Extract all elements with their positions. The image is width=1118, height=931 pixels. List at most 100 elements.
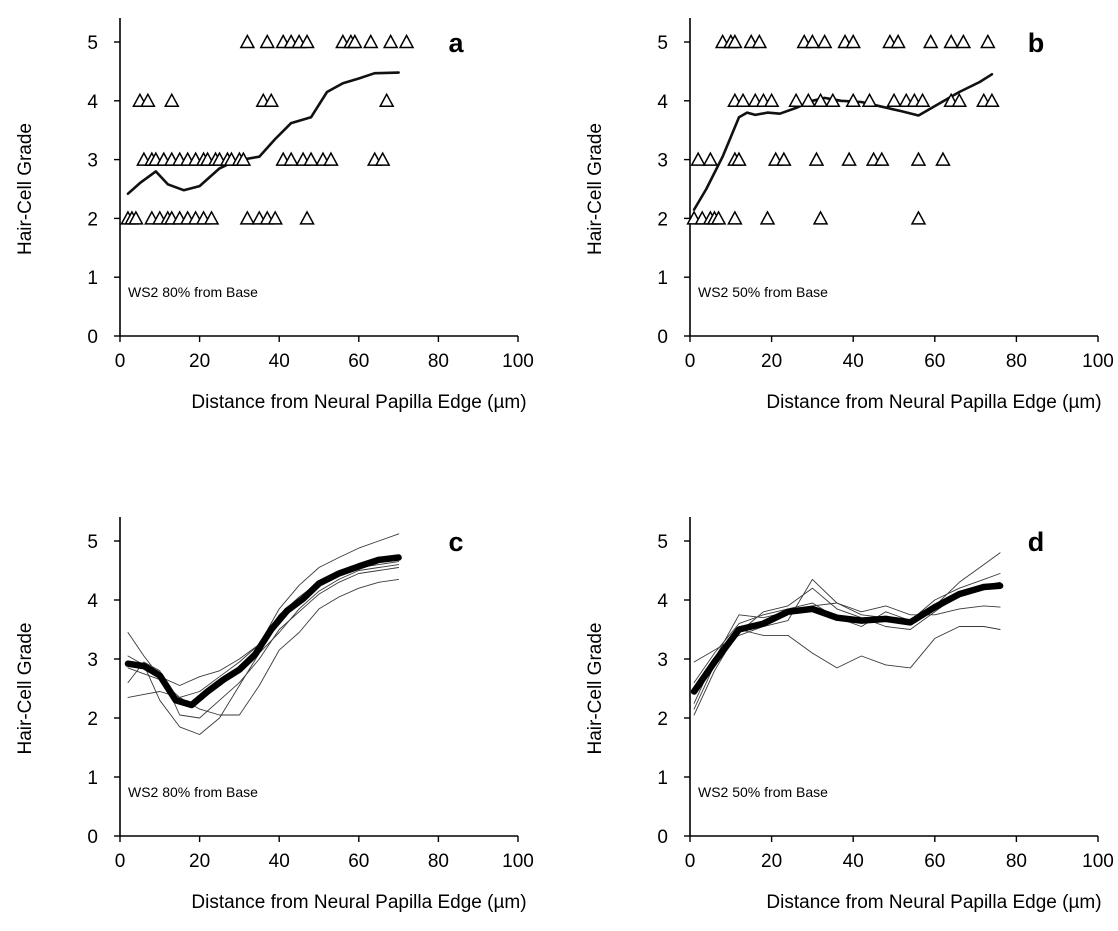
y-tick-label: 0 — [657, 327, 668, 348]
individual-line — [693, 602, 1001, 704]
data-point-triangle — [128, 210, 144, 225]
data-point-triangle — [788, 92, 804, 108]
data-point-triangle — [239, 210, 256, 225]
y-tick-label: 2 — [657, 209, 668, 230]
data-point-triangle — [163, 92, 180, 108]
panel-letter: a — [448, 28, 464, 58]
y-tick-label: 0 — [87, 827, 98, 848]
data-point-triangle — [203, 210, 220, 225]
x-tick-label: 0 — [115, 851, 126, 872]
panel-letter: b — [1028, 28, 1045, 58]
x-tick-label: 40 — [269, 851, 290, 872]
data-point-triangle — [845, 33, 861, 49]
data-point-triangle — [299, 33, 315, 49]
data-point-triangle — [980, 33, 996, 49]
data-point-triangle — [378, 92, 395, 108]
x-tick-label: 100 — [1082, 851, 1114, 872]
x-axis-title: Distance from Neural Papilla Edge (µm) — [766, 392, 1101, 413]
data-point-triangle — [398, 33, 415, 49]
x-axis-title: Distance from Neural Papilla Edge (µm) — [191, 392, 526, 413]
x-tick-label: 100 — [502, 351, 534, 372]
x-tick-label: 100 — [1082, 351, 1114, 372]
x-tick-label: 20 — [761, 351, 782, 372]
y-tick-label: 1 — [657, 768, 668, 789]
data-point-triangle — [914, 92, 931, 108]
data-point-triangle — [890, 33, 906, 49]
data-point-triangle — [235, 151, 252, 166]
panel-letter: d — [1028, 527, 1045, 557]
series-3 — [693, 602, 1001, 704]
individual-line — [127, 564, 400, 735]
x-tick-label: 40 — [843, 851, 864, 872]
data-point-triangle — [751, 33, 768, 49]
data-point-triangle — [727, 33, 743, 49]
x-tick-label: 80 — [1006, 351, 1027, 372]
panel-d: 0 20 40 60 80 100 0 1 2 3 4 5 Distance from Neural P… — [585, 517, 1114, 913]
data-point-triangle — [804, 33, 821, 49]
y-axis-title: Hair-Cell Grade — [585, 123, 606, 255]
data-point-triangle — [808, 151, 825, 166]
x-tick-label: 80 — [428, 351, 449, 372]
y-axis-title: Hair-Cell Grade — [585, 623, 606, 755]
y-tick-label: 2 — [657, 709, 668, 730]
series-6 — [124, 554, 402, 709]
data-point-triangle — [702, 151, 719, 166]
data-point-triangle — [776, 151, 792, 166]
data-point-triangle — [812, 210, 829, 225]
panel-annotation: WS2 80% from Base — [128, 784, 258, 800]
y-tick-label: 0 — [657, 827, 668, 848]
data-point-triangle — [299, 210, 315, 225]
data-point-triangle — [951, 92, 968, 108]
individual-line — [127, 561, 400, 698]
panel-annotation: WS2 50% from Base — [698, 784, 828, 800]
y-tick-label: 2 — [87, 209, 98, 230]
panel-a: 0 20 40 60 80 100 0 1 2 3 4 5 Distance from Neural P… — [15, 18, 534, 413]
x-tick-label: 60 — [348, 351, 369, 372]
data-point-triangle — [845, 92, 861, 108]
data-point-triangle — [362, 33, 379, 49]
series-2 — [692, 73, 994, 211]
individual-line — [693, 581, 1001, 710]
mean-line — [690, 582, 1004, 695]
y-axis-title: Hair-Cell Grade — [15, 123, 36, 255]
data-point-triangle — [303, 151, 319, 166]
data-point-triangle — [727, 210, 743, 225]
data-point-triangle — [935, 151, 951, 166]
y-tick-label: 1 — [657, 268, 668, 289]
data-point-triangle — [812, 92, 829, 108]
trend-line — [126, 71, 400, 195]
y-tick-label: 0 — [87, 327, 98, 348]
y-tick-label: 5 — [657, 33, 668, 54]
y-tick-label: 5 — [87, 532, 98, 553]
panel-c: 0 20 40 60 80 100 0 1 2 3 4 5 Distance from Neural P… — [15, 517, 534, 913]
data-point-triangle — [710, 210, 727, 225]
data-point-triangle — [382, 33, 399, 49]
data-point-triangle — [874, 151, 890, 166]
x-tick-label: 20 — [761, 851, 782, 872]
y-tick-label: 4 — [657, 591, 668, 612]
y-tick-label: 2 — [87, 709, 98, 730]
series-6 — [690, 582, 1004, 695]
panel-annotation: WS2 80% from Base — [128, 284, 258, 300]
x-tick-label: 20 — [189, 851, 210, 872]
y-tick-label: 3 — [87, 151, 98, 172]
data-point-triangle — [800, 92, 817, 108]
data-point-triangle — [283, 151, 299, 166]
data-point-triangle — [374, 151, 391, 166]
series-1 — [693, 552, 1001, 663]
y-tick-label: 4 — [657, 92, 668, 113]
trend-line — [692, 73, 994, 211]
series-2 — [127, 578, 400, 716]
x-tick-label: 0 — [685, 851, 696, 872]
individual-line — [693, 552, 1001, 663]
y-tick-label: 5 — [87, 33, 98, 54]
x-tick-label: 100 — [502, 851, 534, 872]
data-point-triangle — [347, 33, 363, 49]
data-point-triangle — [841, 151, 857, 166]
x-tick-label: 80 — [428, 851, 449, 872]
data-point-triangle — [943, 33, 959, 49]
data-point-triangle — [731, 151, 747, 166]
series-1 — [120, 33, 415, 225]
